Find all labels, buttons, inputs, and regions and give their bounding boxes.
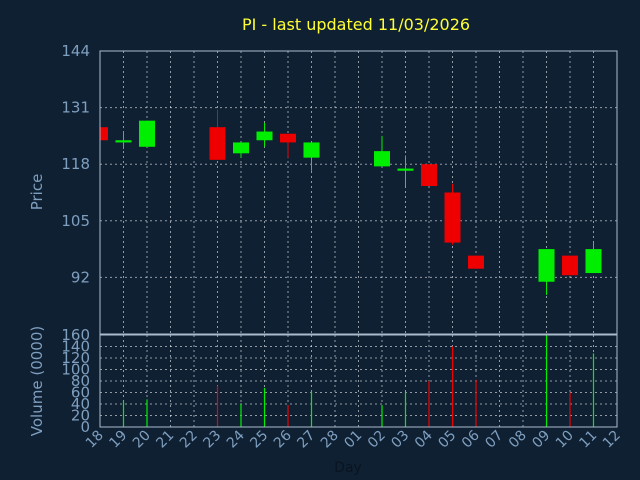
candle-body xyxy=(468,255,484,269)
x-tick-label: 24 xyxy=(224,427,248,451)
price-tick-label: 118 xyxy=(61,155,90,173)
price-tick-label: 131 xyxy=(61,99,90,117)
candle-body xyxy=(100,127,108,141)
candle-body xyxy=(233,142,249,154)
x-tick-label: 12 xyxy=(600,428,624,452)
x-tick-label: 19 xyxy=(106,428,130,452)
candle-body xyxy=(585,249,602,274)
price-panel-frame xyxy=(99,50,618,335)
x-tick-label: 07 xyxy=(482,428,506,452)
x-tick-label: 09 xyxy=(529,428,553,452)
volume-tick-label: 40 xyxy=(71,395,90,413)
x-tick-label: 08 xyxy=(506,428,530,452)
volume-panel-frame xyxy=(99,334,618,428)
volume-tick-label: 120 xyxy=(61,349,90,367)
x-tick-label: 25 xyxy=(247,428,271,452)
x-tick-label: 01 xyxy=(341,428,365,452)
volume-tick-label: 60 xyxy=(71,384,90,402)
candle-body xyxy=(538,249,555,282)
x-tick-label: 27 xyxy=(294,428,318,452)
volume-grid xyxy=(99,334,618,428)
candle-body xyxy=(280,133,296,143)
x-axis-label: Day xyxy=(334,460,362,476)
volume-axis-label: Volume (0000) xyxy=(28,326,46,436)
candlestick-series xyxy=(99,109,602,295)
x-tick-label: 26 xyxy=(271,427,295,451)
x-tick-label: 20 xyxy=(130,428,154,452)
x-tick-label: 05 xyxy=(435,428,459,452)
candle-body xyxy=(397,168,414,171)
x-tick-label: 22 xyxy=(177,428,201,452)
price-tick-labels: 144 131 118 105 92 xyxy=(61,42,90,286)
volume-tick-label: 0 xyxy=(80,418,90,436)
price-grid xyxy=(99,50,618,334)
x-tick-label: 06 xyxy=(459,427,483,451)
volume-tick-label: 100 xyxy=(61,361,90,379)
x-tick-label: 28 xyxy=(318,428,342,452)
candle-body xyxy=(115,140,132,143)
x-tick-label: 23 xyxy=(200,428,224,452)
volume-series xyxy=(122,335,595,427)
candle-body xyxy=(374,151,390,167)
price-tick-label: 105 xyxy=(61,212,90,230)
volume-tick-label: 160 xyxy=(61,326,90,344)
chart-title: PI - last updated 11/03/2026 xyxy=(242,15,470,34)
candle-body xyxy=(256,131,273,141)
x-tick-label: 11 xyxy=(576,428,600,452)
x-tick-label: 03 xyxy=(388,428,412,452)
x-tick-label: 02 xyxy=(365,428,389,452)
candle-body xyxy=(444,192,461,243)
candle-body xyxy=(139,120,155,147)
price-tick-label: 144 xyxy=(61,42,90,60)
candle-body xyxy=(562,255,578,276)
candle-body xyxy=(209,127,226,160)
volume-tick-label: 20 xyxy=(71,407,90,425)
x-tick-label: 21 xyxy=(153,428,177,452)
candle-body xyxy=(421,164,437,186)
price-axis-label: Price xyxy=(28,174,46,211)
price-tick-label: 92 xyxy=(71,268,90,286)
candle-body xyxy=(303,142,320,158)
volume-tick-label: 140 xyxy=(61,338,90,356)
volume-tick-label: 80 xyxy=(71,372,90,390)
x-tick-label: 10 xyxy=(553,428,577,452)
x-tick-label: 04 xyxy=(412,427,436,451)
x-tick-labels: 18 19 20 21 22 23 24 25 26 27 28 01 02 03 04 05 06 07 08 09… xyxy=(83,427,624,451)
